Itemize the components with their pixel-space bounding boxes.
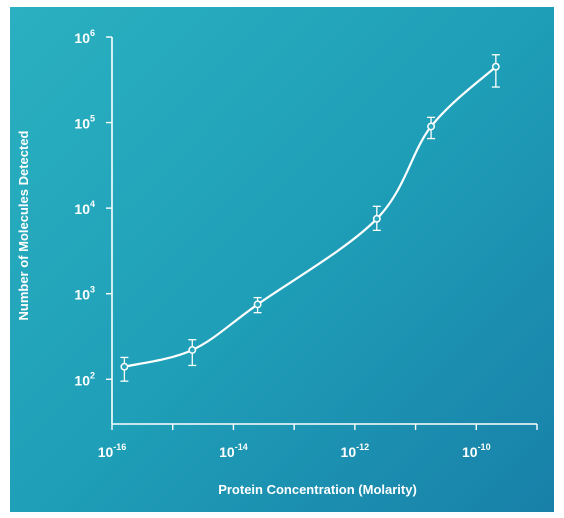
- series-line: [124, 65, 497, 368]
- x-tick-label: 10-12: [341, 442, 370, 460]
- y-tick-label: 106: [74, 28, 95, 46]
- data-point: [188, 346, 197, 354]
- y-tick-label: 105: [74, 114, 95, 132]
- chart-panel: 10-16 10-14 10-12 10-10 102 103 104 105 106 Prote…: [10, 7, 554, 512]
- y-tick-label: 104: [74, 199, 95, 217]
- data-point: [372, 214, 381, 223]
- y-tick-label: 103: [74, 285, 95, 303]
- y-axis-title: Number of Molecules Detected: [16, 130, 31, 320]
- x-tick-label: 10-10: [462, 442, 491, 460]
- y-tick-label: 102: [74, 370, 95, 388]
- x-tick-label: 10-14: [219, 442, 248, 460]
- data-point: [120, 362, 129, 371]
- chart: 10-16 10-14 10-12 10-10 102 103 104 105 106 Prote…: [16, 28, 538, 497]
- x-axis-title: Protein Concentration (Molarity): [218, 482, 417, 497]
- data-point: [253, 300, 262, 309]
- data-point: [491, 62, 500, 71]
- x-tick-label: 10-16: [98, 442, 127, 460]
- data-point: [427, 122, 436, 131]
